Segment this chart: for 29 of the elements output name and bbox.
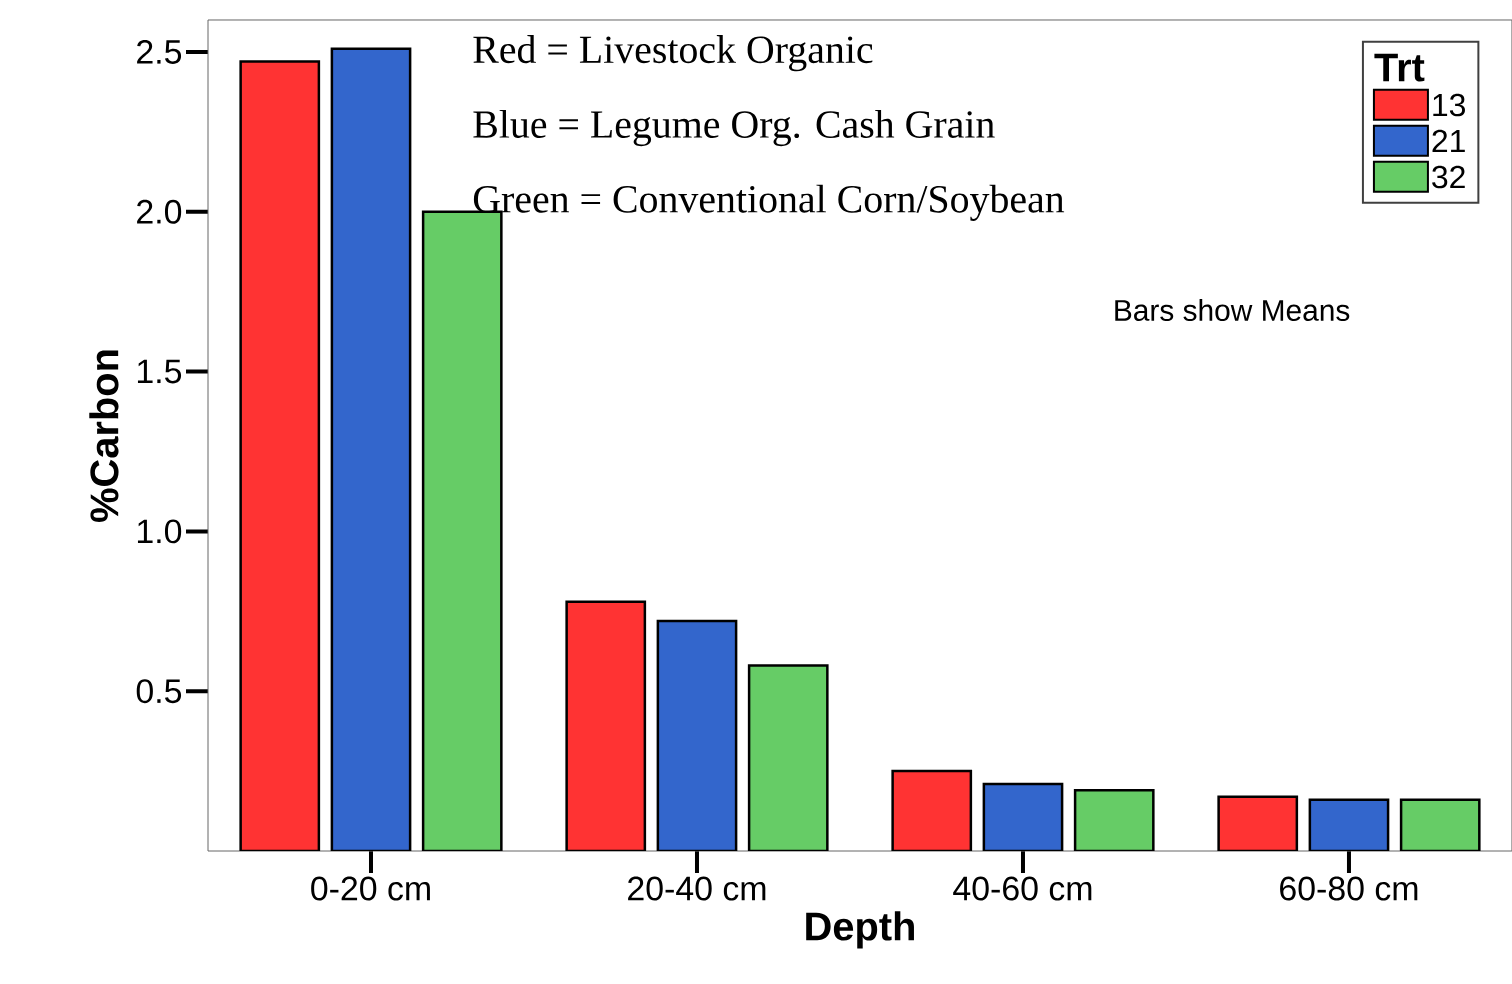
x-tick-label: 0-20 cm [311, 876, 430, 901]
legend-label: 13 [1433, 93, 1465, 117]
x-tick-label: 40-60 cm [953, 876, 1092, 901]
y-tick-label: 1.5 [137, 359, 182, 384]
bar [1075, 790, 1154, 851]
bar [423, 211, 502, 851]
bar [240, 61, 319, 851]
legend-label: 21 [1432, 129, 1465, 153]
x-tick-label: 60-80 cm [1280, 876, 1418, 901]
y-tick-label: 0.5 [136, 679, 182, 704]
bar [892, 771, 971, 851]
legend-title: Trt [1374, 53, 1425, 82]
bar [1308, 798, 1390, 851]
y-tick-label: 1.0 [137, 519, 182, 544]
bar [331, 48, 411, 851]
annotation: Blue = Legume Org. Cash Grain [473, 109, 995, 147]
bar [566, 601, 645, 851]
legend-label: 32 [1432, 165, 1465, 189]
x-tick-label: 20-40 cm [628, 876, 766, 901]
x-axis-title: Depth [806, 911, 914, 949]
y-tick-label: 2.0 [137, 199, 182, 224]
y-tick-label: 2.5 [137, 39, 182, 64]
annotation: Green = Conventional Corn/Soybean [473, 184, 1065, 221]
bar [657, 620, 737, 851]
annotation: Red = Livestock Organic [473, 35, 873, 72]
annotation: Bars show Means [1115, 299, 1350, 321]
y-axis-title: %Carbon [89, 350, 119, 522]
bar [983, 783, 1063, 851]
bar [749, 665, 828, 851]
